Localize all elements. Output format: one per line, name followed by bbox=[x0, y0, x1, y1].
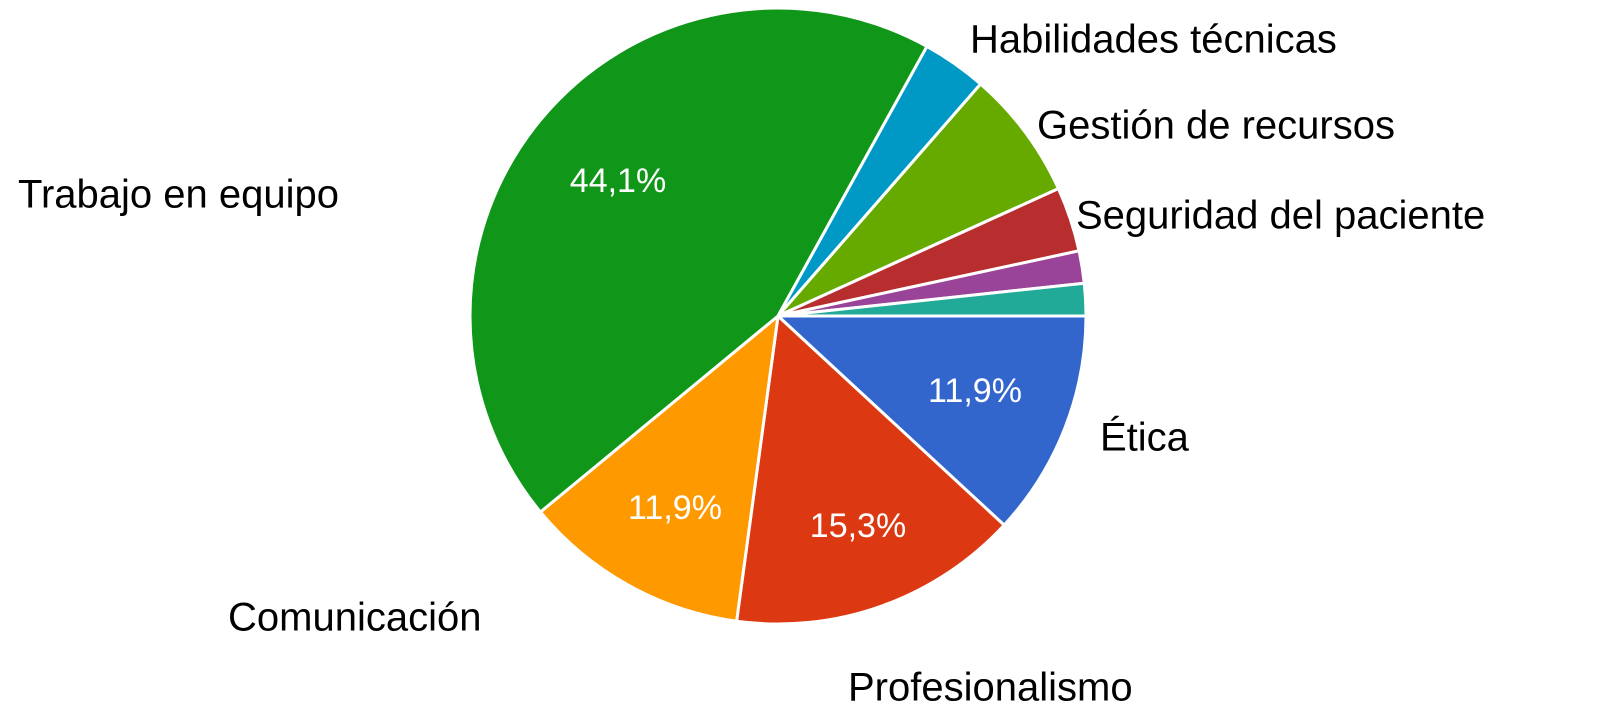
pie-slice bbox=[468, 6, 929, 515]
pie-slice bbox=[774, 314, 1088, 528]
pie-slice bbox=[538, 312, 781, 623]
pie-slice bbox=[776, 81, 1061, 318]
slice-label: Habilidades técnicas bbox=[970, 18, 1337, 62]
slice-label: Profesionalismo bbox=[848, 666, 1133, 710]
slice-label: Comunicación bbox=[228, 596, 481, 640]
value-label: 15,3% bbox=[810, 507, 906, 545]
pie-slice bbox=[777, 281, 1088, 318]
pie-slice bbox=[734, 312, 1007, 626]
slice-label: Trabajo en equipo bbox=[18, 173, 339, 217]
slice-label: Ética bbox=[1100, 415, 1190, 460]
value-label: 11,9% bbox=[628, 489, 722, 527]
value-label: 44,1% bbox=[570, 162, 666, 200]
slice-label: Seguridad del paciente bbox=[1076, 194, 1485, 238]
value-label: 11,9% bbox=[928, 372, 1022, 410]
slice-label: Gestión de recursos bbox=[1037, 104, 1395, 148]
